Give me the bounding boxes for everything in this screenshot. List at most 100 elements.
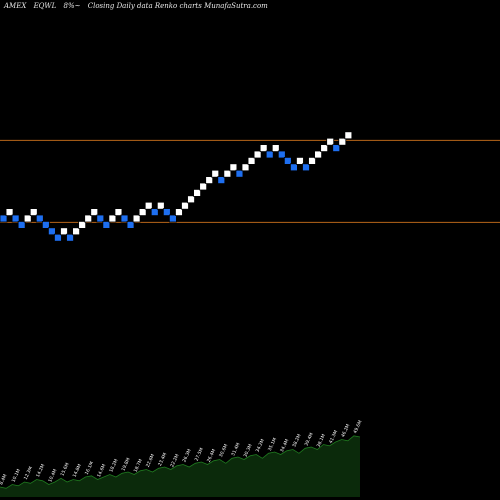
renko-brick-up xyxy=(60,227,68,236)
renko-brick-down xyxy=(102,220,111,229)
renko-brick-up xyxy=(5,208,14,217)
volume-label: 22.6M xyxy=(145,453,156,468)
renko-brick-up xyxy=(90,208,99,217)
renko-brick-up xyxy=(344,131,353,140)
renko-brick-down xyxy=(283,156,292,165)
renko-brick-down xyxy=(35,214,44,223)
description-label: Closing Daily data Renko charts MunafaSu… xyxy=(87,2,268,10)
renko-brick-up xyxy=(326,137,335,146)
renko-brick-up xyxy=(138,208,147,217)
volume-label: 27.5M xyxy=(194,447,205,462)
renko-brick-up xyxy=(211,169,220,178)
renko-brick-up xyxy=(144,201,153,210)
volume-label: 46.2M xyxy=(340,423,351,438)
volume-label: 39.4M xyxy=(303,432,314,447)
renko-brick-down xyxy=(235,169,244,178)
renko-brick-up xyxy=(114,208,123,217)
volume-label: 38.2M xyxy=(291,433,302,448)
volume-label: 49.6M xyxy=(352,419,363,434)
renko-brick-down xyxy=(265,150,274,159)
volume-line xyxy=(0,435,361,489)
renko-brick-up xyxy=(247,156,256,165)
renko-bricks xyxy=(0,131,353,242)
renko-brick-up xyxy=(84,214,93,223)
renko-brick-up xyxy=(320,144,329,153)
volume-label: 18.7M xyxy=(133,458,144,473)
renko-brick-down xyxy=(66,233,74,242)
renko-brick-up xyxy=(296,156,304,165)
renko-brick-down xyxy=(150,208,159,217)
volume-label: 41.3M xyxy=(328,429,339,444)
renko-brick-down xyxy=(17,220,26,229)
renko-brick-up xyxy=(241,163,250,172)
renko-brick-up xyxy=(259,144,268,153)
renko-brick-down xyxy=(332,144,341,153)
renko-brick-up xyxy=(205,176,214,185)
renko-brick-down xyxy=(54,233,62,242)
renko-brick-up xyxy=(181,201,189,210)
renko-brick-down xyxy=(277,150,286,159)
volume-label: 22.2M xyxy=(169,453,180,468)
volume-label: 8.4M xyxy=(0,473,9,486)
volume-area xyxy=(0,435,361,497)
renko-brick-up xyxy=(132,214,141,223)
volume-label: 10.1M xyxy=(11,468,22,483)
volume-label: 38.1M xyxy=(316,433,327,448)
volume-label: 30.3M xyxy=(242,443,253,458)
change-label: 8%~ xyxy=(63,2,81,10)
volume-label: 18.2M xyxy=(108,458,119,473)
renko-brick-up xyxy=(78,220,87,229)
renko-brick-up xyxy=(253,150,262,159)
volume-label: 34.4M xyxy=(279,438,290,453)
volume-label: 14.8M xyxy=(72,463,83,478)
renko-brick-up xyxy=(175,208,183,217)
renko-brick-up xyxy=(271,144,280,153)
renko-brick-down xyxy=(168,214,177,223)
renko-brick-up xyxy=(29,208,38,217)
volume-label: 23.4M xyxy=(157,452,168,467)
renko-brick-down xyxy=(0,214,8,223)
symbol-label: EQWL xyxy=(33,2,57,10)
volume-label: 19.8M xyxy=(120,457,131,472)
renko-brick-up xyxy=(314,150,323,159)
volume-label: 15.6M xyxy=(59,462,70,477)
renko-brick-down xyxy=(120,214,129,223)
renko-brick-up xyxy=(193,188,202,197)
volume-label: 34.2M xyxy=(255,438,266,453)
renko-brick-down xyxy=(302,163,310,172)
exchange-label: AMEX xyxy=(4,2,27,10)
renko-brick-down xyxy=(11,214,20,223)
renko-brick-up xyxy=(308,156,316,165)
volume-label: 16.1M xyxy=(84,461,95,476)
volume-label: 26.3M xyxy=(181,448,192,463)
renko-brick-up xyxy=(229,163,238,172)
renko-brick-up xyxy=(187,195,195,204)
volume-label: 14.6M xyxy=(96,463,107,478)
renko-brick-down xyxy=(217,176,226,185)
renko-brick-up xyxy=(338,137,347,146)
volume-label: 12.3M xyxy=(23,466,34,481)
volume-fill xyxy=(0,435,360,497)
volume-label: 35.1M xyxy=(267,437,278,452)
reference-lines xyxy=(0,139,500,223)
volume-label: 30.6M xyxy=(218,443,229,458)
renko-brick-down xyxy=(289,163,298,172)
volume-label: 26.4M xyxy=(206,448,217,463)
volume-labels: 8.4M 10.1M 12.3M 14.2M 10.4M 15.6M 14.8M 16.1M 1… xyxy=(0,419,364,485)
renko-brick-down xyxy=(96,214,105,223)
chart-header: AMEX EQWL 8%~ Closing Daily data Renko c… xyxy=(4,2,273,10)
renko-brick-up xyxy=(199,182,208,191)
renko-brick-down xyxy=(162,208,171,217)
renko-brick-down xyxy=(126,220,135,229)
renko-brick-down xyxy=(48,227,56,236)
renko-brick-up xyxy=(156,201,165,210)
renko-brick-up xyxy=(72,227,80,236)
volume-label: 31.4M xyxy=(230,442,241,457)
volume-label: 10.4M xyxy=(47,468,58,483)
volume-label: 14.2M xyxy=(35,463,46,478)
renko-brick-down xyxy=(41,220,50,229)
renko-brick-up xyxy=(23,214,32,223)
renko-brick-up xyxy=(223,169,232,178)
renko-brick-up xyxy=(108,214,117,223)
